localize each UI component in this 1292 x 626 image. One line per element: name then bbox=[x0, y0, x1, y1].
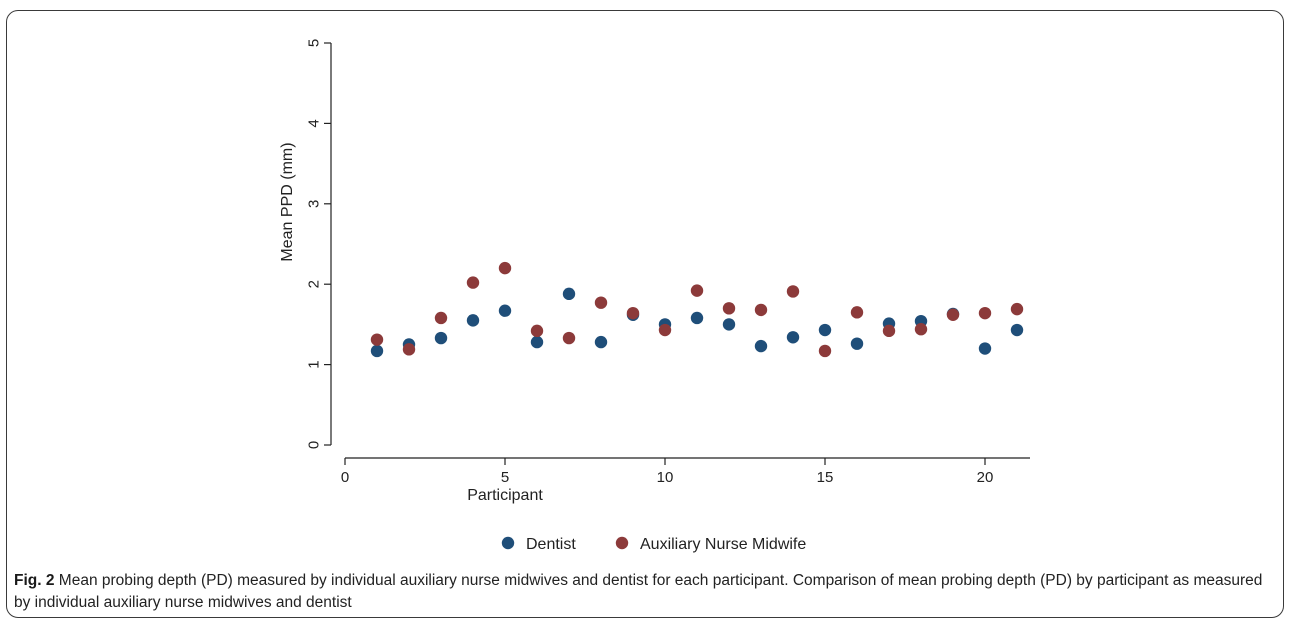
point-auxiliary-nurse-midwife bbox=[434, 311, 448, 325]
point-auxiliary-nurse-midwife bbox=[402, 343, 416, 356]
legend-label-auxiliary-nurse-midwife: Auxiliary Nurse Midwife bbox=[640, 536, 806, 553]
data-points bbox=[370, 261, 1024, 358]
point-dentist bbox=[466, 314, 480, 327]
point-dentist bbox=[690, 311, 704, 325]
point-dentist bbox=[722, 318, 736, 331]
point-auxiliary-nurse-midwife bbox=[850, 306, 864, 319]
point-dentist bbox=[754, 339, 768, 353]
point-auxiliary-nurse-midwife bbox=[1010, 302, 1024, 316]
point-auxiliary-nurse-midwife bbox=[754, 303, 768, 317]
point-auxiliary-nurse-midwife bbox=[466, 276, 480, 289]
y-axis: 0 1 2 3 4 5 bbox=[306, 39, 332, 449]
point-auxiliary-nurse-midwife bbox=[562, 331, 576, 345]
point-dentist bbox=[850, 337, 864, 350]
point-auxiliary-nurse-midwife bbox=[818, 344, 832, 358]
y-tick-label: 1 bbox=[306, 360, 323, 368]
point-auxiliary-nurse-midwife bbox=[498, 261, 512, 275]
legend-label-dentist: Dentist bbox=[526, 536, 576, 553]
legend-marker-auxiliary-nurse-midwife bbox=[615, 536, 629, 550]
point-auxiliary-nurse-midwife bbox=[658, 323, 672, 337]
y-tick-label: 2 bbox=[306, 280, 323, 288]
point-auxiliary-nurse-midwife bbox=[786, 285, 800, 298]
point-auxiliary-nurse-midwife bbox=[690, 284, 704, 297]
point-auxiliary-nurse-midwife bbox=[914, 323, 928, 336]
point-auxiliary-nurse-midwife bbox=[530, 324, 544, 338]
figure-frame bbox=[6, 10, 1284, 618]
x-tick-label: 10 bbox=[657, 469, 674, 486]
point-auxiliary-nurse-midwife bbox=[370, 333, 384, 346]
legend: Dentist Auxiliary Nurse Midwife bbox=[501, 536, 806, 553]
point-dentist bbox=[562, 287, 576, 301]
caption-label: Fig. 2 bbox=[14, 572, 55, 589]
scatter-chart: 0 1 2 3 4 5 0 5 10 15 20 Mean PPD (mm) Participan… bbox=[279, 39, 1030, 553]
point-auxiliary-nurse-midwife bbox=[626, 306, 640, 320]
x-tick-label: 15 bbox=[817, 469, 834, 486]
x-axis: 0 5 10 15 20 bbox=[341, 457, 1030, 486]
y-tick-label: 4 bbox=[306, 119, 323, 127]
point-auxiliary-nurse-midwife bbox=[882, 324, 896, 338]
point-auxiliary-nurse-midwife bbox=[594, 296, 608, 309]
point-dentist bbox=[1010, 323, 1024, 337]
point-dentist bbox=[818, 323, 832, 337]
x-tick-label: 5 bbox=[501, 469, 509, 486]
point-dentist bbox=[594, 335, 608, 349]
point-auxiliary-nurse-midwife bbox=[978, 306, 992, 320]
caption-text: Mean probing depth (PD) measured by indi… bbox=[14, 572, 1263, 611]
y-tick-label: 3 bbox=[306, 200, 323, 208]
point-dentist bbox=[530, 335, 544, 349]
x-tick-label: 0 bbox=[341, 469, 349, 486]
x-tick-label: 20 bbox=[977, 469, 994, 486]
point-dentist bbox=[786, 331, 800, 344]
point-auxiliary-nurse-midwife bbox=[722, 302, 736, 315]
point-auxiliary-nurse-midwife bbox=[946, 308, 960, 321]
legend-marker-dentist bbox=[501, 536, 515, 550]
y-axis-title: Mean PPD (mm) bbox=[279, 142, 296, 261]
x-axis-title: Participant bbox=[467, 487, 543, 504]
point-dentist bbox=[498, 304, 512, 317]
y-tick-label: 0 bbox=[306, 441, 323, 449]
y-tick-label: 5 bbox=[306, 39, 323, 47]
figure-caption: Fig. 2 Mean probing depth (PD) measured … bbox=[14, 570, 1276, 614]
point-dentist bbox=[978, 342, 992, 355]
point-dentist bbox=[370, 344, 384, 358]
point-dentist bbox=[434, 331, 448, 345]
